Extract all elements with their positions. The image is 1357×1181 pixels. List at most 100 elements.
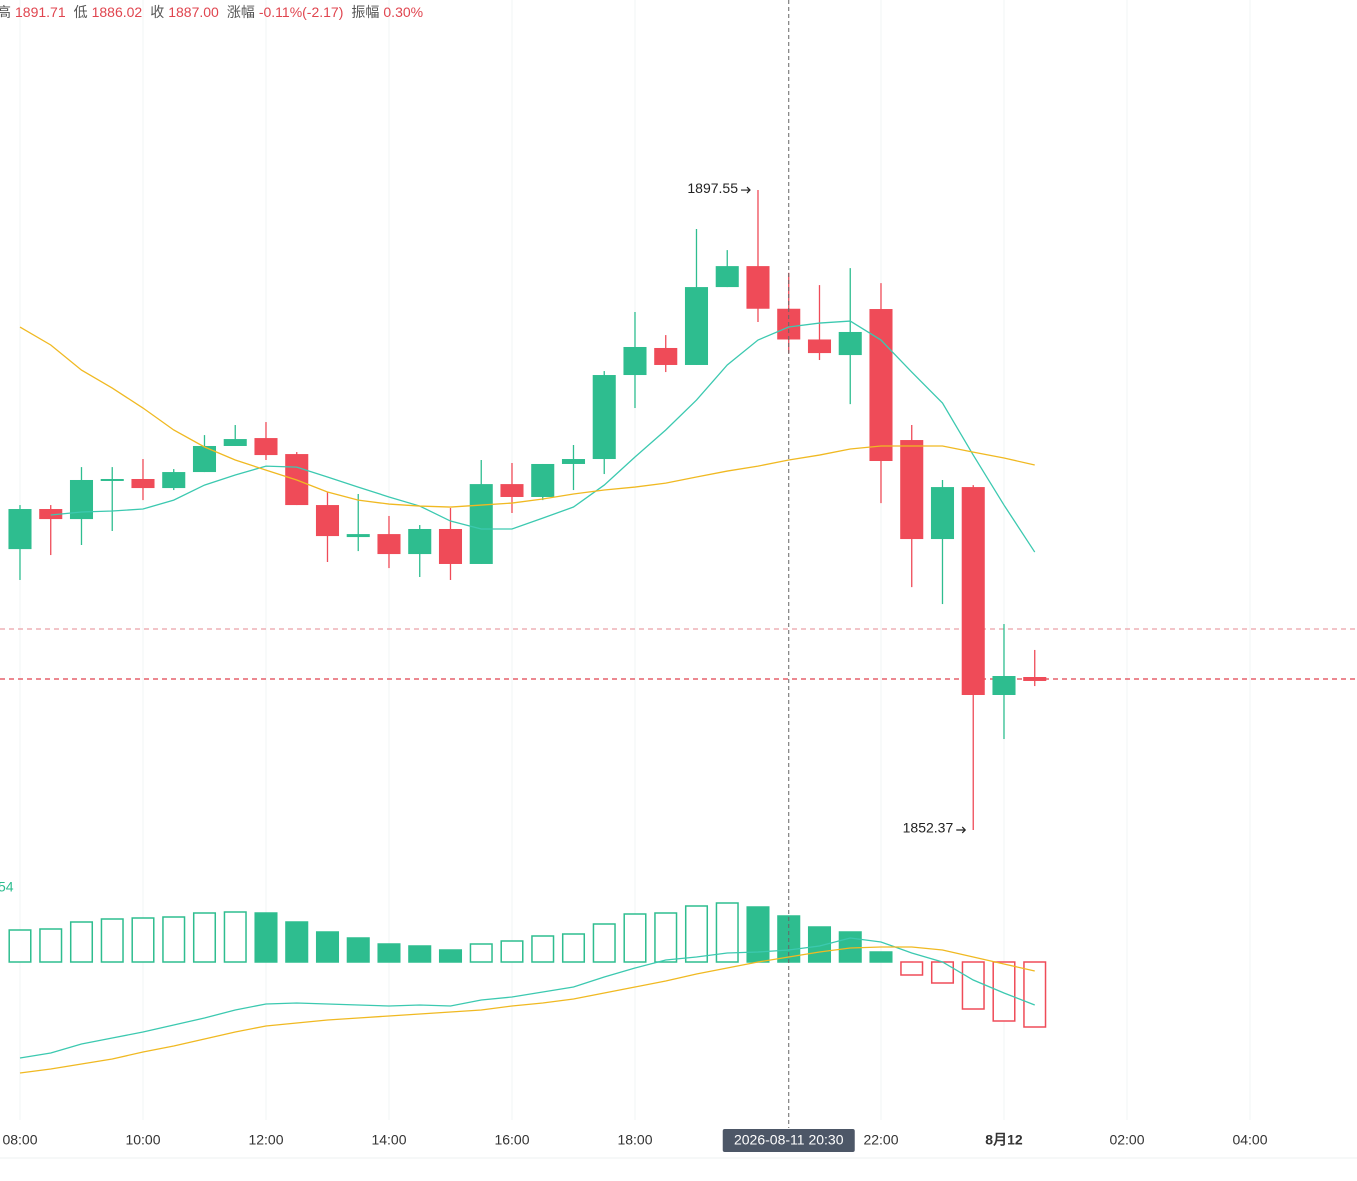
x-tick-label: 22:00 — [863, 1132, 898, 1148]
moving-average — [50, 320, 1036, 553]
candle-body — [930, 487, 955, 540]
candle-body — [869, 309, 893, 462]
x-tick-label: 10:00 — [125, 1132, 160, 1148]
price-panel: 1897.55 1852.37 — [0, 180, 1357, 836]
macd-bar — [500, 940, 524, 963]
header-value: 1887.00 — [168, 4, 219, 20]
macd-bar — [1023, 961, 1047, 1028]
candle-body — [684, 287, 709, 365]
candle-body — [531, 463, 555, 497]
macd-bar — [992, 961, 1016, 1022]
grid: 08:00 10:00 12:00 14:00 16:00 18:00 22:00 8月12 0… — [2, 0, 1268, 1148]
candle-body — [315, 505, 340, 537]
macd-bar — [223, 911, 247, 963]
macd-bar — [838, 931, 862, 963]
x-tick-label: 16:00 — [494, 1132, 529, 1148]
macd-bar — [100, 918, 124, 963]
candle-body — [100, 478, 124, 481]
candle-body — [807, 339, 832, 354]
candle-body — [223, 439, 247, 446]
candle-body — [8, 509, 32, 550]
macd-bar — [315, 931, 340, 963]
macd-bar — [377, 943, 401, 963]
header-label: 低 — [74, 4, 88, 20]
header-value: 0.30% — [383, 4, 423, 20]
candle-body — [961, 487, 985, 695]
macd-bar — [285, 921, 309, 963]
macd-bar — [746, 906, 770, 963]
extreme-arrow — [956, 826, 967, 834]
candle-body — [746, 266, 770, 309]
candle-body — [254, 438, 278, 456]
header: 高 1891.71 低 1886.02 收 1887.00 涨幅 -0.11%(-2.17) 振… — [0, 4, 423, 20]
candle-body — [900, 440, 924, 540]
macd-line — [19, 946, 1035, 1074]
macd-bar — [930, 961, 955, 984]
macd-bar — [531, 935, 555, 963]
macd-bar — [408, 945, 432, 963]
x-tick-label: 14:00 — [371, 1132, 406, 1148]
extreme-label: 1897.55 — [687, 180, 738, 196]
candle-body — [654, 347, 678, 365]
macd-panel: 54 — [0, 879, 1047, 1074]
crosshair-label-bg — [722, 1129, 855, 1152]
macd-bar — [39, 928, 63, 963]
candle-body — [192, 445, 217, 473]
crosshair-label: 2026-08-11 20:30 — [734, 1132, 844, 1148]
macd-bar — [131, 917, 155, 963]
extreme-label: 1852.37 — [903, 820, 954, 836]
macd-bar — [869, 951, 893, 963]
macd-bar — [561, 933, 586, 963]
x-tick-label: 8月12 — [985, 1132, 1023, 1148]
header-value: 1886.02 — [92, 4, 143, 20]
header-label: 高 — [0, 4, 11, 20]
candle-body — [992, 676, 1016, 695]
candle-body — [592, 375, 616, 460]
candle-body — [623, 346, 647, 376]
macd-bar — [438, 949, 463, 963]
macd-bar — [900, 961, 924, 976]
macd-bar — [715, 902, 739, 963]
candle-body — [377, 534, 401, 555]
candle-body — [438, 528, 463, 564]
macd-bar — [162, 916, 186, 963]
macd-bar — [254, 912, 278, 963]
candle-body — [561, 459, 586, 464]
x-tick-label: 02:00 — [1109, 1132, 1144, 1148]
macd-bar — [961, 961, 985, 1010]
x-tick-label: 08:00 — [2, 1132, 37, 1148]
candle-body — [39, 509, 63, 520]
macd-bar — [69, 921, 94, 963]
macd-bar — [654, 912, 678, 963]
header-label: 涨幅 — [227, 4, 255, 20]
header-label: 收 — [150, 4, 164, 20]
candle-body — [469, 484, 493, 564]
x-tick-label: 04:00 — [1232, 1132, 1267, 1148]
moving-average — [19, 326, 1035, 508]
x-tick-label: 12:00 — [248, 1132, 283, 1148]
candle-body — [162, 472, 186, 489]
candle-body — [408, 528, 432, 555]
macd-bar — [192, 912, 217, 963]
macd-bar — [684, 905, 709, 963]
header-label: 振幅 — [351, 4, 379, 20]
header-value: -0.11%(-2.17) — [259, 4, 344, 20]
candle-body — [131, 478, 155, 489]
candle-body — [500, 484, 524, 497]
macd-bar — [8, 929, 32, 963]
extreme-arrow — [740, 186, 751, 194]
candle-body — [69, 479, 94, 520]
candle-body — [1023, 677, 1047, 681]
indicator-label: 54 — [0, 879, 14, 895]
x-tick-label: 18:00 — [617, 1132, 652, 1148]
macd-bar — [623, 913, 647, 963]
candle-body — [838, 331, 862, 356]
candle-body — [715, 266, 739, 288]
candle-body — [346, 534, 370, 538]
macd-line — [19, 937, 1035, 1059]
macd-bar — [346, 937, 370, 963]
macd-bar — [592, 923, 616, 963]
header-value: 1891.71 — [15, 4, 66, 20]
